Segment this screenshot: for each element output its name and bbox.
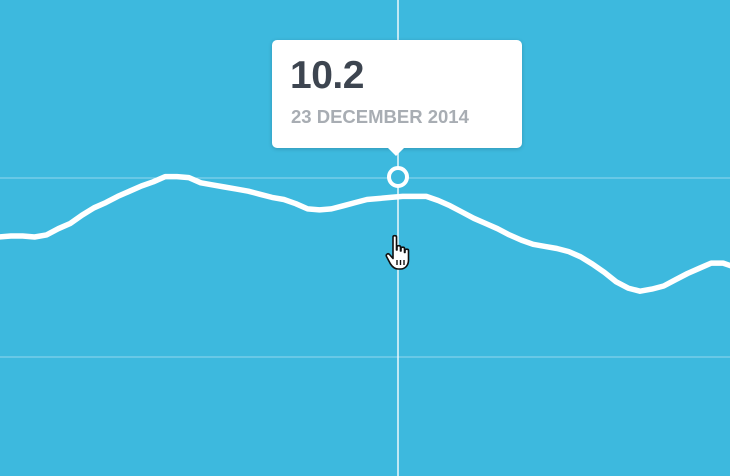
- value-tooltip: 10.2 23 DECEMBER 2014: [272, 40, 522, 156]
- data-point[interactable]: [305, 206, 311, 212]
- data-point[interactable]: [245, 188, 251, 194]
- data-point[interactable]: [566, 249, 572, 255]
- data-point[interactable]: [554, 246, 560, 252]
- data-point[interactable]: [613, 279, 619, 285]
- data-point[interactable]: [685, 271, 691, 277]
- data-point[interactable]: [174, 174, 180, 180]
- data-point[interactable]: [601, 269, 607, 275]
- data-point[interactable]: [328, 206, 334, 212]
- data-point[interactable]: [423, 193, 429, 199]
- data-point[interactable]: [364, 197, 370, 203]
- hover-point-marker[interactable]: [387, 166, 409, 188]
- data-point[interactable]: [649, 286, 655, 292]
- data-point[interactable]: [530, 241, 536, 247]
- data-point[interactable]: [91, 205, 97, 211]
- data-point[interactable]: [447, 203, 453, 209]
- data-point[interactable]: [471, 215, 477, 221]
- data-point[interactable]: [720, 260, 726, 266]
- data-point[interactable]: [210, 182, 216, 188]
- data-point[interactable]: [388, 194, 394, 200]
- data-point[interactable]: [696, 265, 702, 271]
- data-point[interactable]: [222, 184, 228, 190]
- data-point[interactable]: [376, 196, 382, 202]
- data-point[interactable]: [661, 283, 667, 289]
- data-point[interactable]: [162, 174, 168, 180]
- data-point[interactable]: [625, 285, 631, 291]
- data-point[interactable]: [340, 203, 346, 209]
- data-point[interactable]: [8, 233, 14, 239]
- data-point[interactable]: [435, 198, 441, 204]
- data-point[interactable]: [506, 232, 512, 238]
- series-line: [0, 173, 730, 294]
- data-point[interactable]: [400, 193, 406, 199]
- data-point[interactable]: [20, 233, 26, 239]
- data-point[interactable]: [352, 200, 358, 206]
- data-point[interactable]: [150, 179, 156, 185]
- data-point[interactable]: [578, 254, 584, 260]
- data-point[interactable]: [673, 277, 679, 283]
- data-point[interactable]: [459, 209, 465, 215]
- data-point[interactable]: [79, 212, 85, 218]
- data-point[interactable]: [483, 221, 489, 227]
- data-point[interactable]: [138, 183, 144, 189]
- data-point[interactable]: [542, 243, 548, 249]
- data-point[interactable]: [317, 207, 323, 213]
- data-point[interactable]: [67, 221, 73, 227]
- data-point[interactable]: [32, 234, 38, 240]
- data-point[interactable]: [590, 261, 596, 267]
- data-point[interactable]: [115, 193, 121, 199]
- data-point[interactable]: [257, 191, 263, 197]
- series-group: [0, 173, 730, 294]
- data-point[interactable]: [637, 288, 643, 294]
- tooltip-value: 10.2: [290, 54, 364, 97]
- tooltip-date: 23 DECEMBER 2014: [291, 106, 469, 127]
- data-point[interactable]: [269, 194, 275, 200]
- data-point[interactable]: [127, 188, 133, 194]
- data-point[interactable]: [495, 226, 501, 232]
- hand-pointer-icon: [385, 234, 410, 270]
- data-point[interactable]: [103, 200, 109, 206]
- data-point[interactable]: [44, 232, 50, 238]
- data-point[interactable]: [233, 186, 239, 192]
- data-point[interactable]: [281, 197, 287, 203]
- data-point[interactable]: [198, 180, 204, 186]
- data-point[interactable]: [293, 201, 299, 207]
- data-point[interactable]: [55, 226, 61, 232]
- data-point[interactable]: [708, 260, 714, 266]
- data-point[interactable]: [411, 193, 417, 199]
- data-point[interactable]: [186, 175, 192, 181]
- data-point[interactable]: [518, 237, 524, 243]
